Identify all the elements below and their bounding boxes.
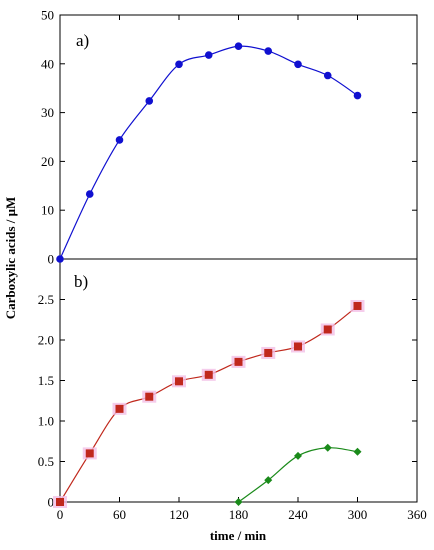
panel-0-series-0-line [59,45,358,260]
panel-1-series-1-point-2 [294,451,302,460]
panel-0-series-0-point-9 [323,71,332,80]
panel-1-series-0-line [59,305,358,503]
panel-0-y-tick-label-1: 10 [41,203,54,218]
panel-1-series-0-point-7 [264,348,273,357]
panel-1-series-0-point-0 [56,498,64,506]
panel-1-series-0-point-1 [85,449,94,458]
panel-a-frame [59,14,418,260]
panel-1-series-0-point-8 [294,342,302,351]
panel-0-series-0-point-4 [175,60,183,69]
panel-0-y-tick-label-5: 50 [41,8,54,23]
panel-0-series-0-point-10 [353,91,362,100]
x-tick-label-2: 120 [169,507,189,522]
panel-0-series-0-point-6 [234,42,243,51]
panel-1-series-1-point-3 [323,443,332,452]
panel-0-y-tick-label-2: 20 [41,154,54,169]
panel-1-y-tick-label-4: 2.0 [38,333,54,348]
panel-1-y-tick-label-2: 1.0 [38,414,54,429]
panel-0-series-0-point-8 [294,60,302,69]
x-axis-title: time / min [210,528,267,543]
panel-1-y-tick-label-3: 1.5 [38,373,54,388]
panel-0-series-0-point-2 [115,136,124,144]
panel-0-series-0-point-7 [264,47,273,55]
panel-1-series-0-point-10 [353,301,362,310]
panel-1-series-1-point-1 [264,476,273,485]
panel-1-series-1-point-0 [234,498,243,506]
panel-0-y-tick-label-3: 30 [41,105,54,120]
x-tick-label-1: 60 [113,507,126,522]
panel-1-series-0-point-6 [234,357,243,366]
panel-1-series-1-point-4 [353,447,362,456]
ticks-layer: 0 60 120 180 240 300 360 0 10 20 30 40 50 0 0.5 1.0 1.5 2… [38,8,427,523]
panel-1-y-tick-label-5: 2.5 [38,292,54,307]
panel-1-series-0-point-4 [175,377,183,386]
series-layer [53,42,365,508]
panel-1-y-tick-label-0: 0 [48,495,55,510]
panel-1-series-0-point-5 [204,370,213,379]
panel-b-label: b) [74,272,88,291]
panel-1-series-0-point-3 [145,392,154,401]
panel-1-series-0-point-9 [323,325,332,334]
panel-0-series-0-point-1 [85,190,94,198]
x-tick-label-5: 300 [348,507,368,522]
panel-a-label: a) [76,31,89,50]
panel-b-frame [59,258,418,503]
panel-0-y-tick-label-4: 40 [41,56,54,71]
x-tick-label-4: 240 [288,507,308,522]
x-tick-label-0: 0 [57,507,64,522]
panel-0-series-0-point-3 [145,97,154,105]
panel-1-y-tick-label-1: 0.5 [38,454,54,469]
x-tick-label-6: 360 [407,507,427,522]
panel-0-y-tick-label-0: 0 [48,252,55,267]
panel-0-series-0-point-0 [56,255,64,263]
panel-1-series-0-point-2 [115,404,124,413]
panel-0-series-0-point-5 [204,51,213,59]
x-tick-label-3: 180 [229,507,249,522]
y-axis-title: Carboxylic acids / μM [3,197,18,320]
